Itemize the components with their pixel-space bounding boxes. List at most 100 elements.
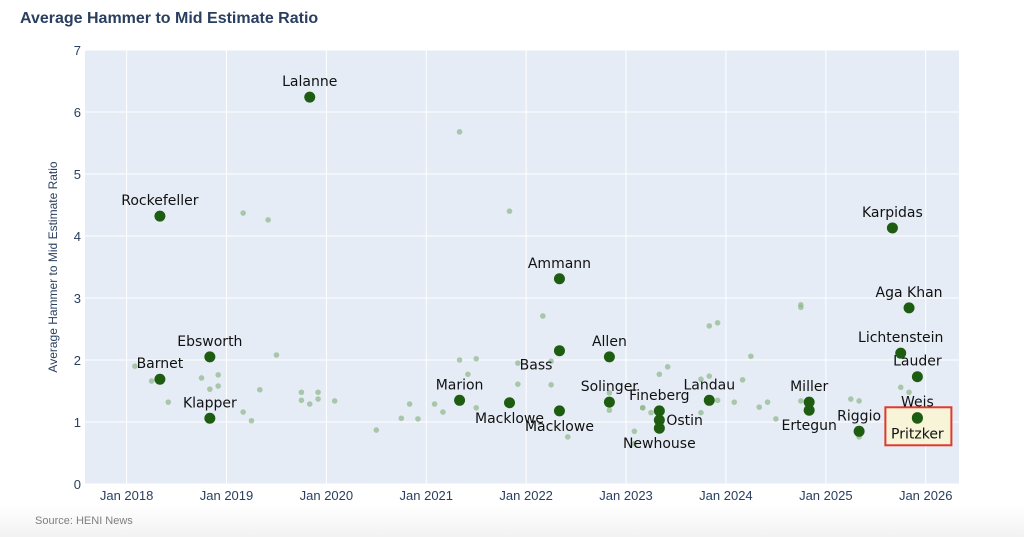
other-sale-point[interactable]	[240, 409, 246, 415]
other-sale-point[interactable]	[856, 398, 862, 404]
named-sale-point[interactable]	[653, 422, 665, 434]
other-sale-point[interactable]	[773, 416, 779, 422]
other-sale-point[interactable]	[465, 371, 471, 378]
other-sale-point[interactable]	[606, 407, 613, 414]
named-sale-point[interactable]	[886, 222, 898, 234]
other-sale-point[interactable]	[714, 320, 721, 326]
other-sale-point[interactable]	[631, 428, 638, 435]
named-sale-point[interactable]	[154, 373, 166, 385]
other-sale-point[interactable]	[165, 399, 172, 405]
other-sale-point[interactable]	[606, 390, 613, 396]
point-label: Lichtenstein	[858, 330, 943, 346]
other-sale-point[interactable]	[906, 389, 912, 396]
other-sale-point[interactable]	[764, 399, 771, 405]
other-sale-point[interactable]	[298, 389, 305, 396]
other-sale-point[interactable]	[631, 440, 638, 447]
named-sale-point[interactable]	[304, 91, 316, 103]
other-sale-point[interactable]	[648, 409, 654, 416]
y-tick-label: 3	[74, 291, 81, 306]
other-sale-point[interactable]	[756, 404, 763, 410]
named-sale-point[interactable]	[154, 210, 166, 222]
other-sale-point[interactable]	[215, 372, 221, 378]
other-sale-point[interactable]	[306, 401, 313, 407]
y-tick-label: 2	[74, 353, 81, 368]
other-sale-point[interactable]	[456, 129, 463, 135]
other-sale-point[interactable]	[548, 382, 554, 388]
other-sale-point[interactable]	[798, 398, 804, 404]
other-sale-point[interactable]	[706, 373, 713, 379]
other-sale-point[interactable]	[456, 357, 463, 363]
other-sale-point[interactable]	[656, 371, 663, 378]
other-sale-point[interactable]	[897, 384, 904, 391]
other-sale-point[interactable]	[240, 210, 246, 216]
other-sale-point[interactable]	[473, 404, 480, 411]
named-sale-point[interactable]	[653, 414, 665, 426]
named-sale-point[interactable]	[911, 412, 923, 424]
other-sale-point[interactable]	[540, 313, 546, 319]
x-tick-label: Jan 2021	[400, 488, 454, 503]
y-tick-label: 7	[74, 43, 81, 58]
other-sale-point[interactable]	[706, 323, 713, 329]
other-sale-point[interactable]	[215, 383, 221, 389]
other-sale-point[interactable]	[698, 376, 704, 383]
other-sale-point[interactable]	[148, 378, 155, 384]
other-sale-point[interactable]	[273, 352, 280, 358]
other-sale-point[interactable]	[515, 381, 521, 387]
point-label: Macklowe	[475, 411, 544, 427]
other-sale-point[interactable]	[132, 363, 138, 370]
named-sale-point[interactable]	[895, 347, 907, 359]
point-label: Allen	[592, 334, 627, 350]
other-sale-point[interactable]	[207, 386, 213, 392]
other-sale-point[interactable]	[265, 217, 271, 223]
named-sale-point[interactable]	[703, 394, 715, 406]
named-sale-point[interactable]	[853, 425, 865, 437]
other-sale-point[interactable]	[298, 397, 305, 404]
other-sale-point[interactable]	[198, 375, 205, 381]
other-sale-point[interactable]	[548, 358, 554, 365]
named-sale-point[interactable]	[454, 394, 466, 406]
other-sale-point[interactable]	[315, 389, 321, 396]
other-sale-point[interactable]	[847, 396, 854, 402]
other-sale-point[interactable]	[506, 208, 513, 214]
other-sale-point[interactable]	[739, 377, 746, 383]
other-sale-point[interactable]	[564, 434, 571, 440]
named-sale-point[interactable]	[911, 371, 923, 383]
other-sale-point[interactable]	[798, 302, 804, 308]
named-sale-point[interactable]	[803, 396, 815, 408]
named-sale-point[interactable]	[204, 351, 216, 363]
point-label: Ammann	[528, 256, 591, 272]
named-sale-point[interactable]	[653, 405, 665, 417]
y-tick-label: 5	[74, 167, 81, 182]
other-sale-point[interactable]	[698, 409, 704, 416]
named-sale-point[interactable]	[603, 351, 615, 363]
point-label: Ebsworth	[177, 334, 242, 350]
other-sale-point[interactable]	[431, 401, 438, 407]
other-sale-point[interactable]	[415, 416, 421, 422]
other-sale-point[interactable]	[440, 409, 446, 415]
named-sale-point[interactable]	[204, 412, 216, 424]
named-sale-point[interactable]	[803, 404, 815, 416]
other-sale-point[interactable]	[406, 401, 413, 407]
other-sale-point[interactable]	[473, 355, 480, 362]
other-sale-point[interactable]	[748, 353, 754, 360]
other-sale-point[interactable]	[315, 396, 321, 402]
named-sale-point[interactable]	[903, 302, 915, 314]
named-sale-point[interactable]	[603, 396, 615, 408]
named-sale-point[interactable]	[504, 397, 516, 409]
other-sale-point[interactable]	[373, 427, 380, 433]
other-sale-point[interactable]	[515, 360, 521, 366]
chart-title: Average Hammer to Mid Estimate Ratio	[20, 10, 319, 27]
other-sale-point[interactable]	[257, 386, 263, 393]
other-sale-point[interactable]	[664, 364, 671, 370]
other-sale-point[interactable]	[731, 399, 738, 405]
named-sale-point[interactable]	[553, 345, 565, 357]
other-sale-point[interactable]	[714, 397, 721, 404]
other-sale-point[interactable]	[331, 398, 338, 404]
other-sale-point[interactable]	[248, 417, 255, 424]
x-tick-label: Jan 2023	[599, 488, 653, 503]
footer	[0, 505, 1024, 537]
other-sale-point[interactable]	[398, 415, 405, 422]
other-sale-point[interactable]	[639, 404, 646, 411]
named-sale-point[interactable]	[553, 273, 565, 285]
named-sale-point[interactable]	[553, 405, 565, 417]
